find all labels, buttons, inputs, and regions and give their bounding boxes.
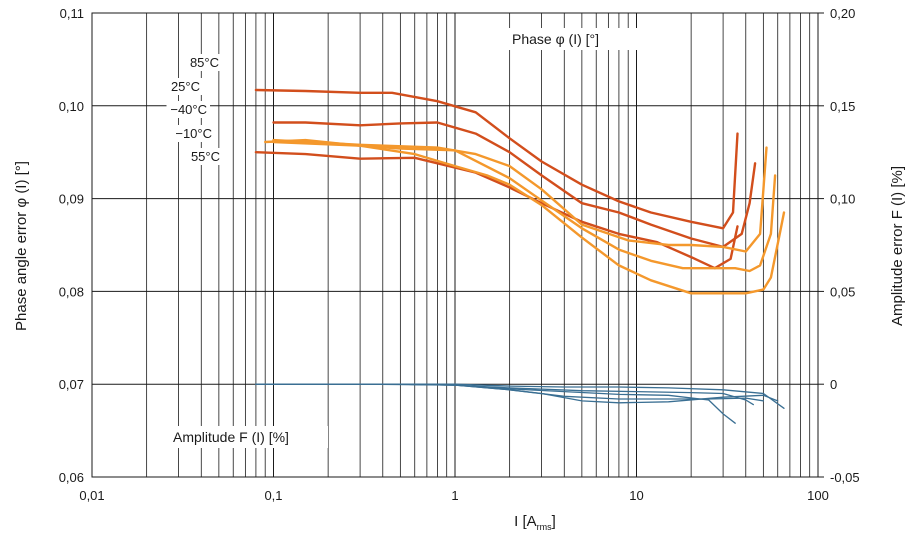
x-tick-label: 10 bbox=[629, 488, 643, 503]
y2-tick-label: 0,05 bbox=[830, 284, 855, 299]
x-axis-title-end: ] bbox=[552, 513, 556, 530]
legend-label: 85°C bbox=[190, 55, 219, 70]
amplitude-label-bg bbox=[168, 426, 328, 448]
amplitude-series-line-11 bbox=[255, 383, 785, 409]
legend-label-bg bbox=[171, 125, 215, 142]
y-tick-label: 0,09 bbox=[59, 192, 84, 207]
x-tick-label: 100 bbox=[807, 488, 829, 503]
phase-series-line-1 bbox=[254, 88, 739, 230]
x-tick-label: 1 bbox=[451, 488, 458, 503]
y2-tick-label: 0,20 bbox=[830, 6, 855, 21]
y-axis-title: Phase angle error φ (I) [°] bbox=[13, 161, 30, 331]
y2-tick-label: 0,15 bbox=[830, 99, 855, 114]
y2-axis-title: Amplitude error F (I) [%] bbox=[889, 166, 906, 326]
y-tick-label: 0,10 bbox=[59, 99, 84, 114]
y2-tick-label: -0,05 bbox=[830, 470, 860, 485]
x-axis-title: I [Arms] bbox=[514, 513, 556, 532]
y-tick-label: 0,07 bbox=[59, 377, 84, 392]
plot-frame bbox=[91, 12, 819, 478]
phase-label-bg bbox=[505, 28, 637, 50]
x-tick-label: 0,01 bbox=[79, 488, 104, 503]
phase-series-label: Phase φ (I) [°] bbox=[512, 31, 599, 47]
legend-label-bg bbox=[186, 54, 222, 71]
legend-label: −10°C bbox=[175, 126, 212, 141]
phase-series-line-4 bbox=[272, 138, 768, 253]
y-tick-label: 0,06 bbox=[59, 470, 84, 485]
legend-label-bg bbox=[187, 148, 223, 165]
y-tick-label: 0,11 bbox=[60, 6, 84, 21]
legend-label: 55°C bbox=[191, 149, 220, 164]
amplitude-series-label: Amplitude F (I) [%] bbox=[173, 429, 289, 445]
legend-label: 25°C bbox=[171, 79, 200, 94]
phase-series-line-6 bbox=[264, 138, 786, 295]
phase-series-line-5 bbox=[272, 140, 777, 273]
temperature-legend: 85°C 25°C −40°C −10°C 55°C bbox=[166, 54, 223, 165]
series-lines bbox=[254, 88, 786, 424]
tick-labels: 0,01 0,1 1 10 1000,060,070,080,090,100,11-0,… bbox=[59, 6, 860, 503]
phase-series-line-3 bbox=[254, 150, 739, 270]
amplitude-series-line-10 bbox=[255, 383, 779, 404]
y-tick-label: 0,08 bbox=[59, 284, 84, 299]
phase-series-line-2 bbox=[272, 121, 757, 249]
x-axis-title-subscript: rms bbox=[537, 522, 552, 532]
x-axis-title-main: I [A bbox=[514, 513, 537, 530]
legend-label: −40°C bbox=[170, 102, 207, 117]
y2-tick-label: 0,10 bbox=[830, 192, 855, 207]
grid-lines bbox=[92, 13, 818, 477]
y2-tick-label: 0 bbox=[830, 377, 837, 392]
legend-label-bg bbox=[166, 101, 210, 118]
legend-label-bg bbox=[167, 78, 203, 95]
x-tick-label: 0,1 bbox=[264, 488, 282, 503]
